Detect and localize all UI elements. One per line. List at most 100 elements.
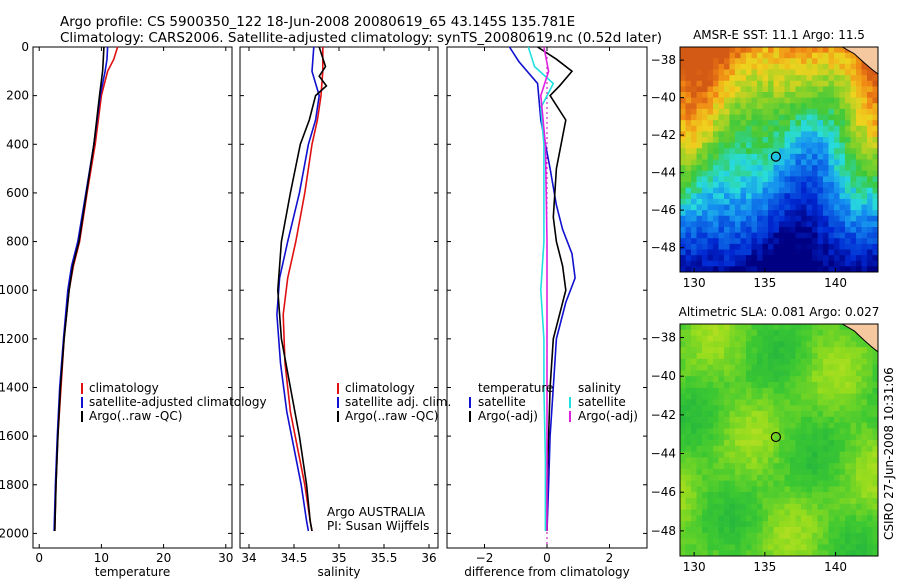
map-cell	[812, 358, 819, 366]
argo-float-marker	[770, 431, 782, 443]
map-cell	[845, 86, 852, 93]
map-cell	[867, 445, 874, 453]
map-cell	[735, 469, 742, 476]
map-title-sst_map: AMSR-E SST: 11.1 Argo: 11.5	[693, 28, 865, 42]
map-cell	[757, 544, 764, 551]
map-cell	[729, 210, 736, 217]
map-cell	[713, 131, 720, 138]
map-cell	[779, 451, 786, 458]
map-cell	[696, 198, 703, 206]
map-cell	[845, 108, 852, 116]
map-cell	[784, 527, 791, 534]
map-cell	[751, 92, 758, 99]
map-cell	[768, 210, 775, 217]
map-cell	[724, 103, 731, 110]
map-cell	[801, 416, 808, 424]
map-cell	[828, 474, 835, 482]
map-cell	[768, 148, 775, 155]
map-cell	[735, 75, 742, 82]
map-cell	[713, 341, 720, 348]
map-cell	[713, 329, 720, 337]
map-cell	[718, 52, 725, 59]
map-cell	[817, 527, 824, 534]
map-cell	[845, 358, 852, 366]
map-cell	[790, 92, 797, 99]
map-cell	[718, 451, 725, 458]
map-cell	[834, 440, 841, 447]
map-cell	[801, 92, 808, 99]
map-cell	[751, 532, 758, 540]
map-cell	[801, 47, 808, 54]
map-cell	[757, 193, 764, 200]
map-cell	[823, 492, 830, 499]
map-cell	[861, 550, 868, 556]
map-cell	[861, 170, 868, 177]
map-cell	[691, 159, 698, 166]
map-cell	[856, 165, 863, 172]
map-cell	[867, 538, 874, 545]
map-cell	[735, 335, 742, 342]
map-cell	[768, 463, 775, 470]
map-cell	[872, 193, 878, 200]
map-cell	[779, 457, 786, 464]
map-cell	[691, 176, 698, 183]
map-cell	[685, 86, 692, 93]
map-cell	[685, 411, 692, 418]
map-cell	[779, 480, 786, 487]
map-cell	[823, 538, 830, 545]
map-cell	[724, 159, 731, 166]
map-cell	[696, 370, 703, 377]
map-cell	[801, 131, 808, 138]
map-cell	[768, 204, 775, 211]
map-cell	[795, 469, 802, 476]
map-cell	[806, 509, 813, 516]
map-cell	[812, 187, 819, 194]
map-cell	[845, 52, 852, 59]
map-cell	[751, 538, 758, 545]
map-cell	[707, 193, 714, 200]
map-cell	[680, 221, 687, 228]
map-cell	[779, 182, 786, 189]
map-cell	[856, 227, 863, 234]
map-cell	[812, 260, 819, 267]
map-cell	[729, 405, 736, 412]
map-cell	[713, 521, 720, 528]
map-cell	[834, 463, 841, 470]
map-cell	[823, 457, 830, 464]
map-cell	[707, 399, 714, 406]
map-cell	[707, 227, 714, 234]
map-cell	[839, 532, 846, 540]
map-cell	[724, 341, 731, 348]
map-cell	[702, 457, 709, 464]
map-cell	[834, 232, 841, 239]
map-cell	[751, 266, 758, 272]
map-cell	[768, 550, 775, 556]
map-cell	[713, 215, 720, 222]
map-cell	[713, 58, 720, 65]
map-cell	[779, 255, 786, 262]
map-cell	[735, 411, 742, 418]
map-cell	[707, 469, 714, 476]
map-cell	[795, 463, 802, 470]
map-cell	[685, 329, 692, 337]
map-cell	[762, 63, 769, 71]
map-cell	[828, 393, 835, 400]
map-cell	[740, 176, 747, 183]
map-cell	[729, 463, 736, 470]
map-cell	[680, 210, 687, 217]
map-cell	[724, 215, 731, 222]
map-cell	[773, 170, 780, 177]
map-cell	[795, 422, 802, 429]
map-cell	[718, 243, 725, 251]
map-cell	[856, 182, 863, 189]
map-cell	[680, 227, 687, 234]
map-cell	[751, 544, 758, 551]
map-cell	[696, 103, 703, 110]
map-cell	[828, 457, 835, 464]
map-cell	[735, 474, 742, 482]
map-cell	[784, 358, 791, 366]
map-cell	[757, 80, 764, 87]
map-cell	[784, 137, 791, 144]
map-cell	[713, 210, 720, 217]
map-cell	[751, 428, 758, 435]
